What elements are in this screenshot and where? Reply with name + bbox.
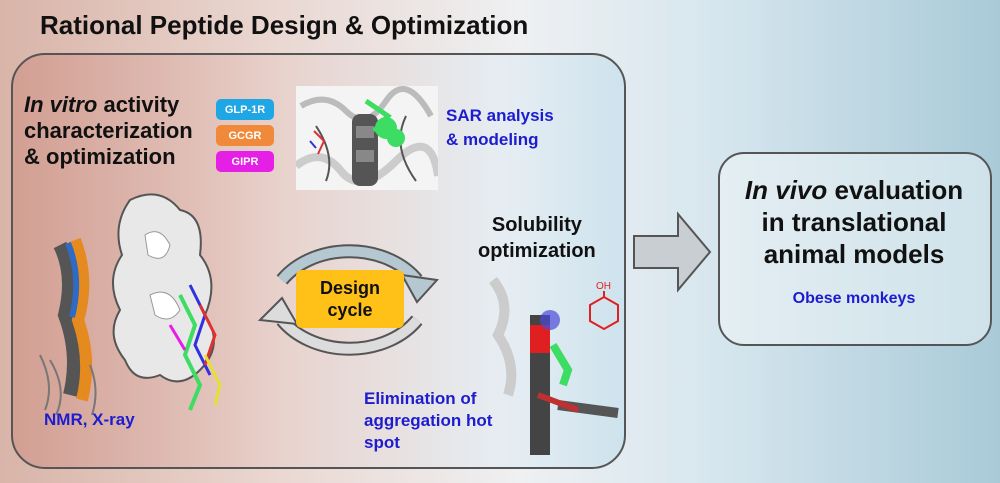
in-vitro-label: In vitro activity characterization & opt… (24, 92, 224, 170)
sar-structure-image (296, 86, 438, 190)
in-vitro-line2: characterization (24, 118, 193, 143)
nmr-xray-label: NMR, X-ray (44, 410, 135, 429)
design-cycle-line2: cycle (327, 300, 373, 320)
in-vivo-label: In vivo evaluation in translational anim… (718, 174, 990, 270)
badge-gcgr: GCGR (216, 125, 274, 146)
in-vivo-line2: in translational (761, 207, 947, 237)
elimination-label: Elimination of aggregation hot spot (364, 388, 492, 454)
elimination-line2: aggregation hot (364, 411, 493, 430)
elimination-line3: spot (364, 433, 400, 452)
design-cycle-box: Design cycle (296, 270, 404, 328)
flow-arrow (633, 211, 712, 293)
elimination-line1: Elimination of (364, 389, 477, 408)
page-title: Rational Peptide Design & Optimization (40, 10, 529, 40)
design-cycle-line1: Design (319, 278, 380, 298)
in-vivo-box (718, 152, 992, 346)
sar-label: SAR analysis & modeling (446, 104, 554, 152)
hydroxyl-label: OH (596, 281, 611, 292)
solubility-line2: optimization (478, 240, 596, 262)
in-vivo-rest: evaluation (827, 175, 964, 205)
badge-gipr: GIPR (216, 151, 274, 172)
sar-line2: & modeling (446, 130, 539, 149)
badge-glp1r: GLP-1R (216, 99, 274, 120)
in-vitro-rest: activity (97, 92, 180, 117)
in-vivo-line3: animal models (763, 239, 945, 269)
in-vivo-italic: In vivo (744, 175, 828, 205)
obese-monkeys-label: Obese monkeys (792, 290, 916, 307)
protein-structure-image (39, 193, 222, 416)
in-vitro-italic: In vitro (24, 92, 98, 117)
solubility-label: Solubility optimization (478, 212, 596, 264)
sar-line1: SAR analysis (446, 106, 554, 125)
solubility-line1: Solubility (491, 214, 582, 236)
aggregation-structure-image: OH (488, 276, 619, 455)
design-cycle-arrows (257, 244, 440, 356)
in-vitro-line3: & optimization (24, 144, 176, 169)
